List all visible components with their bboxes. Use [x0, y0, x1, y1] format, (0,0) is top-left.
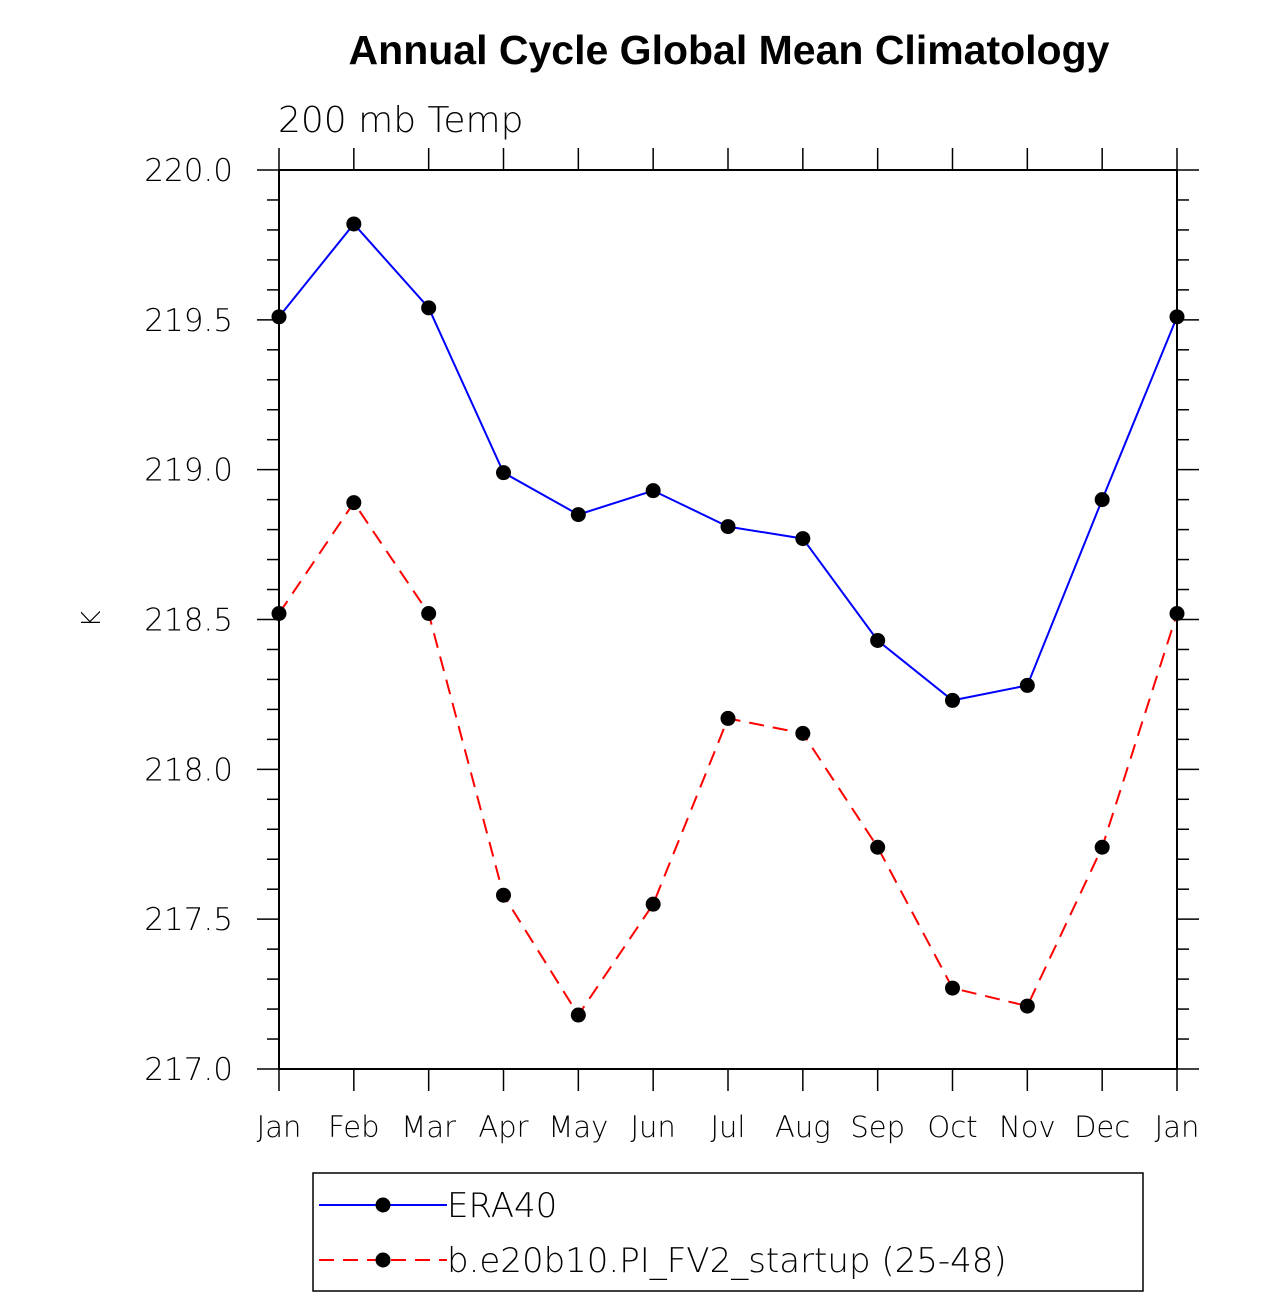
- x-tick-label: Jul: [711, 1110, 746, 1144]
- y-tick-label: 217.5: [144, 902, 233, 938]
- y-tick-labels: 217.0 217.5 218.0 218.5 219.0 219.5 220.0: [144, 153, 233, 1088]
- x-tick-label: Aug: [775, 1110, 831, 1144]
- y-tick-label: 219.5: [144, 303, 233, 339]
- series-line: [278, 500, 1178, 1017]
- data-point: [795, 725, 811, 741]
- series-1: [271, 495, 1185, 1023]
- x-tick-label: May: [548, 1110, 608, 1144]
- data-point: [496, 887, 511, 903]
- chart-title: Annual Cycle Global Mean Climatology: [349, 27, 1110, 73]
- legend-item-1: b.e20b10.PI_FV2_startup (25-48): [319, 1241, 1007, 1281]
- data-point: [421, 606, 437, 622]
- data-point: [1094, 492, 1110, 508]
- y-tick-label: 218.5: [144, 603, 233, 639]
- y-tick-label: 219.0: [144, 453, 233, 489]
- legend: ERA40 b.e20b10.PI_FV2_startup (25-48): [312, 1172, 1144, 1292]
- data-point: [720, 710, 736, 726]
- series-0: [271, 216, 1185, 708]
- x-tick-label: Dec: [1074, 1110, 1130, 1144]
- y-tick-label: 218.0: [144, 752, 233, 788]
- data-point: [720, 519, 736, 535]
- legend-item-0: ERA40: [319, 1186, 557, 1226]
- legend-marker: [375, 1252, 391, 1268]
- chart-subtitle: 200 mb Temp: [278, 100, 523, 141]
- data-point: [945, 692, 960, 708]
- data-point: [570, 507, 586, 523]
- series-layer: [271, 216, 1185, 1023]
- data-point: [570, 1007, 586, 1023]
- data-point: [346, 495, 362, 511]
- x-tick-label: Sep: [850, 1110, 905, 1144]
- x-tick-label: Apr: [478, 1110, 528, 1144]
- x-tick-label: Mar: [401, 1110, 456, 1144]
- x-tick-label: Jun: [631, 1110, 676, 1144]
- data-point: [421, 300, 437, 316]
- data-point: [945, 980, 960, 996]
- data-point: [496, 465, 511, 481]
- legend-label: ERA40: [447, 1186, 557, 1226]
- data-point: [870, 839, 886, 855]
- y-axis-label: K: [77, 610, 107, 627]
- data-point: [1094, 839, 1110, 855]
- plot-frame: [278, 169, 1178, 1070]
- axis-ticks: [257, 148, 1199, 1091]
- legend-label: b.e20b10.PI_FV2_startup (25-48): [447, 1241, 1007, 1281]
- x-tick-label: Jan: [257, 1110, 302, 1144]
- data-point: [346, 216, 362, 232]
- x-tick-label: Feb: [328, 1110, 379, 1144]
- data-point: [1019, 998, 1035, 1014]
- y-tick-label: 220.0: [144, 153, 233, 189]
- x-tick-label: Oct: [927, 1110, 977, 1144]
- data-point: [1019, 677, 1035, 693]
- data-point: [645, 896, 661, 912]
- legend-items: ERA40 b.e20b10.PI_FV2_startup (25-48): [319, 1186, 1007, 1281]
- legend-marker: [375, 1197, 391, 1213]
- data-point: [645, 483, 661, 499]
- y-tick-label: 217.0: [144, 1052, 233, 1088]
- data-point: [795, 531, 811, 547]
- x-tick-labels: Jan Feb Mar Apr May Jun Jul Aug Sep Oct Nov Dec Jan: [257, 1110, 1200, 1144]
- series-line: [278, 222, 1178, 702]
- x-tick-label: Jan: [1155, 1110, 1200, 1144]
- x-tick-label: Nov: [999, 1110, 1056, 1144]
- data-point: [870, 632, 886, 648]
- legend-box: [312, 1172, 1144, 1292]
